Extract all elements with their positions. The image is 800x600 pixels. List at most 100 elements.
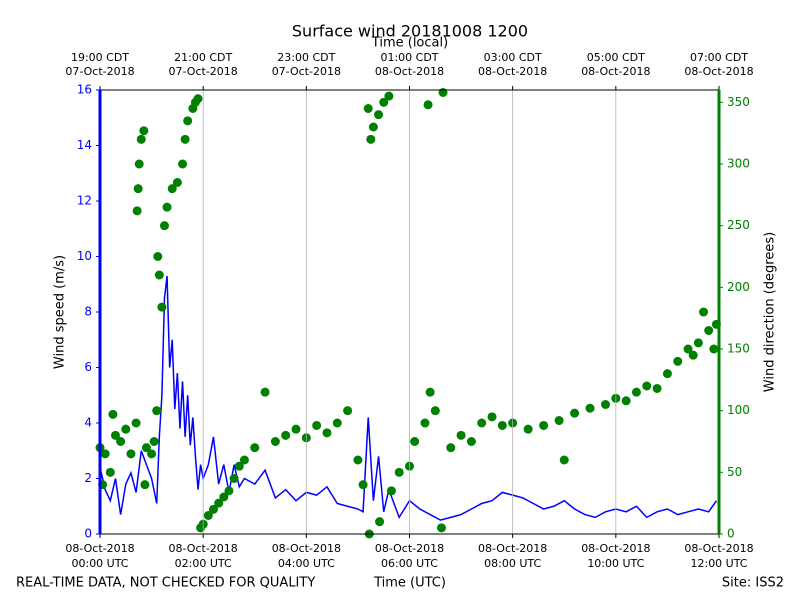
wind-direction-point <box>425 387 435 397</box>
wind-direction-point <box>621 396 631 406</box>
x-tick-label: 12:00 UTC <box>690 557 747 570</box>
wind-direction-point <box>436 523 446 533</box>
wind-direction-point <box>121 424 131 434</box>
wind-direction-point <box>157 302 167 312</box>
wind-direction-point <box>281 430 291 440</box>
top-tick-label: 07-Oct-2018 <box>169 65 238 78</box>
y-tick-label: 8 <box>84 305 92 319</box>
wind-direction-point <box>601 400 611 409</box>
wind-direction-point <box>446 443 456 453</box>
wind-direction-point <box>183 116 193 126</box>
wind-direction-point <box>374 110 384 120</box>
x-tick-label: 08-Oct-2018 <box>478 542 547 555</box>
chart-title: Surface wind 20181008 1200 <box>292 22 528 41</box>
y-tick-label: 10 <box>77 249 92 263</box>
wind-direction-point <box>363 104 373 113</box>
y-tick-label: 14 <box>77 138 92 152</box>
wind-direction-point <box>154 270 164 280</box>
wind-direction-point <box>147 449 157 459</box>
x-tick-label: 08-Oct-2018 <box>684 542 753 555</box>
y2-tick-label: 0 <box>727 527 735 541</box>
wind-direction-point <box>100 449 110 459</box>
wind-direction-point <box>688 350 698 360</box>
y-tick-label: 6 <box>84 360 92 374</box>
x-tick-label: 08:00 UTC <box>484 557 541 570</box>
wind-direction-point <box>631 387 641 397</box>
wind-direction-point <box>219 492 229 502</box>
wind-direction-point <box>683 344 693 354</box>
wind-direction-point <box>523 424 533 434</box>
y2-tick-label: 300 <box>727 157 750 171</box>
top-tick-label: 05:00 CDT <box>587 51 645 64</box>
wind-direction-point <box>375 517 385 527</box>
y2-tick-label: 350 <box>727 95 750 109</box>
wind-direction-point <box>386 486 396 496</box>
wind-direction-point <box>159 221 169 231</box>
top-tick-label: 08-Oct-2018 <box>478 65 547 78</box>
wind-direction-point <box>250 443 260 453</box>
wind-direction-point <box>430 406 440 416</box>
y-tick-label: 16 <box>77 83 92 97</box>
footer-left: REAL-TIME DATA, NOT CHECKED FOR QUALITY <box>16 576 315 591</box>
x-axis-label: Time (UTC) <box>373 576 446 591</box>
wind-direction-point <box>423 100 433 110</box>
wind-direction-point <box>570 408 580 418</box>
top-tick-label: 07:00 CDT <box>690 51 748 64</box>
wind-direction-point <box>167 184 177 194</box>
x-tick-label: 08-Oct-2018 <box>65 542 134 555</box>
wind-direction-point <box>208 504 218 514</box>
y2-tick-label: 250 <box>727 218 750 232</box>
y-tick-label: 2 <box>84 471 92 485</box>
y2-tick-label: 150 <box>727 342 750 356</box>
wind-direction-point <box>178 159 188 169</box>
wind-direction-point <box>193 94 203 104</box>
x-tick-label: 08-Oct-2018 <box>272 542 341 555</box>
wind-direction-point <box>466 437 476 446</box>
x-tick-label: 08-Oct-2018 <box>375 542 444 555</box>
top-tick-label: 21:00 CDT <box>174 51 232 64</box>
wind-direction-point <box>585 403 595 413</box>
y-tick-label: 4 <box>84 416 92 430</box>
wind-direction-point <box>239 455 249 465</box>
wind-direction-point <box>704 326 714 335</box>
wind-direction-point <box>108 409 118 419</box>
wind-direction-point <box>110 430 120 440</box>
y-tick-label: 12 <box>77 194 92 208</box>
top-tick-label: 08-Oct-2018 <box>581 65 650 78</box>
wind-direction-point <box>152 406 162 416</box>
x-tick-label: 04:00 UTC <box>278 557 335 570</box>
x-tick-label: 08-Oct-2018 <box>169 542 238 555</box>
wind-direction-point <box>260 387 270 397</box>
wind-direction-point <box>358 480 368 490</box>
top-tick-label: 23:00 CDT <box>277 51 335 64</box>
wind-direction-point <box>312 420 322 430</box>
wind-direction-point <box>699 307 709 317</box>
wind-direction-point <box>384 91 394 101</box>
y2-tick-label: 200 <box>727 280 750 294</box>
top-tick-label: 08-Oct-2018 <box>684 65 753 78</box>
wind-direction-point <box>410 437 420 446</box>
wind-direction-point <box>172 178 182 187</box>
wind-direction-point <box>126 449 136 459</box>
wind-direction-point <box>291 424 301 434</box>
wind-direction-point <box>642 381 652 391</box>
wind-direction-point <box>139 126 149 136</box>
wind-direction-point <box>270 437 280 446</box>
wind-direction-point <box>214 498 224 508</box>
wind-direction-point <box>673 356 683 366</box>
wind-direction-point <box>134 159 144 169</box>
y2-tick-label: 100 <box>727 403 750 417</box>
wind-direction-point <box>456 430 466 440</box>
wind-direction-point <box>353 455 363 465</box>
wind-direction-point <box>394 467 404 477</box>
wind-direction-point <box>131 418 141 428</box>
wind-direction-point <box>332 418 342 428</box>
wind-direction-point <box>343 406 353 416</box>
wind-direction-point <box>487 412 497 422</box>
wind-direction-point <box>234 461 244 471</box>
x-tick-label: 00:00 UTC <box>71 557 128 570</box>
wind-direction-point <box>162 202 172 212</box>
wind-direction-point <box>149 437 159 446</box>
